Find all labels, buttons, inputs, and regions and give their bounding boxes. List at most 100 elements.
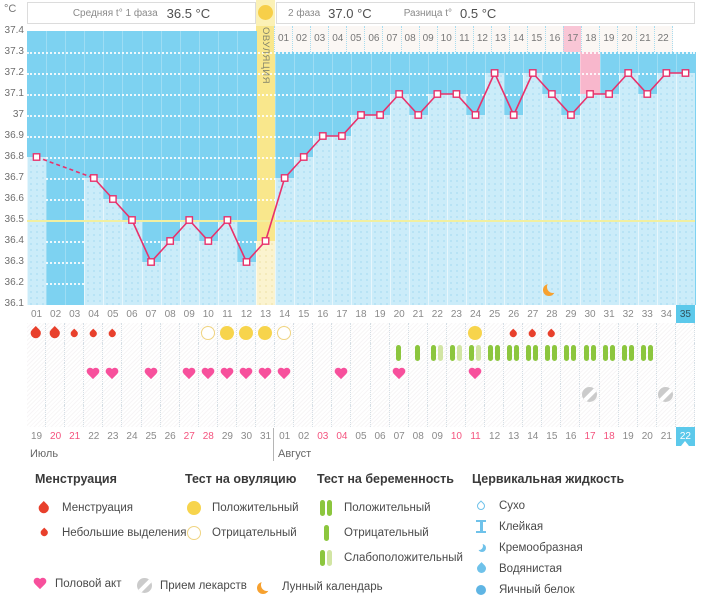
phase2-day-cell[interactable]: 19: [599, 26, 619, 52]
legend-item: Небольшие выделения: [35, 520, 186, 545]
test-bar-icon: [456, 345, 462, 361]
phase2-day-cell[interactable]: 08: [400, 26, 420, 52]
cycle-day-row-cell[interactable]: 31: [600, 305, 619, 323]
cycle-day-row-cell[interactable]: 02: [46, 305, 65, 323]
calendar-date-row-cell[interactable]: 14: [523, 427, 542, 446]
phase2-day-cell[interactable]: 05: [346, 26, 366, 52]
cycle-day-row-cell[interactable]: 25: [485, 305, 504, 323]
phase2-day-cell[interactable]: 02: [292, 26, 312, 52]
calendar-date-row-cell[interactable]: 24: [122, 427, 141, 446]
calendar-date-row-cell[interactable]: 30: [237, 427, 256, 446]
calendar-date-row-cell[interactable]: 07: [390, 427, 409, 446]
cycle-day-row-cell[interactable]: 10: [199, 305, 218, 323]
cycle-day-row-cell[interactable]: 27: [523, 305, 542, 323]
ovulation-test-positive-icon: [258, 326, 273, 340]
calendar-date-row-cell[interactable]: 08: [409, 427, 428, 446]
cycle-day-row-cell[interactable]: 24: [466, 305, 485, 323]
calendar-date-row-cell[interactable]: 12: [485, 427, 504, 446]
calendar-date-row-cell[interactable]: 05: [351, 427, 370, 446]
cycle-day-row-cell[interactable]: 30: [580, 305, 599, 323]
cycle-day-row-cell[interactable]: 09: [180, 305, 199, 323]
calendar-date-row-cell[interactable]: 22: [675, 427, 695, 446]
cycle-day-row-cell[interactable]: 11: [218, 305, 237, 323]
phase2-day-cell[interactable]: 22: [653, 26, 673, 52]
phase2-day-cell[interactable]: 21: [635, 26, 655, 52]
calendar-date-row-cell[interactable]: 15: [542, 427, 561, 446]
calendar-date-row-cell[interactable]: 19: [619, 427, 638, 446]
calendar-date-row-cell[interactable]: 26: [161, 427, 180, 446]
cycle-day-row-cell[interactable]: 04: [84, 305, 103, 323]
calendar-date-row-cell[interactable]: 10: [447, 427, 466, 446]
phase2-day-cell[interactable]: 15: [527, 26, 547, 52]
phase2-day-cell[interactable]: 04: [328, 26, 348, 52]
phase2-day-cell[interactable]: 03: [310, 26, 330, 52]
cycle-day-row-cell[interactable]: 12: [237, 305, 256, 323]
cycle-day-row-cell[interactable]: 07: [142, 305, 161, 323]
cycle-day-row-cell[interactable]: 06: [122, 305, 141, 323]
calendar-date-row-cell[interactable]: 01: [275, 427, 294, 446]
calendar-date-row-cell[interactable]: 27: [180, 427, 199, 446]
calendar-date-row-cell[interactable]: 21: [657, 427, 676, 446]
phase2-day-cell[interactable]: 01: [274, 26, 294, 52]
calendar-date-row-cell[interactable]: 17: [580, 427, 599, 446]
calendar-date-row-cell[interactable]: 16: [561, 427, 580, 446]
phase2-day-cell[interactable]: 16: [545, 26, 565, 52]
cycle-day-row-cell[interactable]: 15: [294, 305, 313, 323]
phase2-day-cell[interactable]: 06: [364, 26, 384, 52]
calendar-date-row-cell[interactable]: 11: [466, 427, 485, 446]
cycle-day-row-cell[interactable]: 05: [103, 305, 122, 323]
cycle-day-row-cell[interactable]: 21: [409, 305, 428, 323]
calendar-date-row-cell[interactable]: 09: [428, 427, 447, 446]
calendar-date-row-cell[interactable]: 25: [142, 427, 161, 446]
calendar-date-row-cell[interactable]: 02: [294, 427, 313, 446]
cycle-day-row-cell[interactable]: 01: [27, 305, 46, 323]
chart-column[interactable]: [46, 31, 67, 305]
calendar-date-row-cell[interactable]: 20: [638, 427, 657, 446]
cycle-day-row-cell[interactable]: 29: [561, 305, 580, 323]
calendar-date-row-cell[interactable]: 28: [199, 427, 218, 446]
cycle-day-row-cell[interactable]: 20: [390, 305, 409, 323]
test-bar-icon: [583, 345, 589, 361]
cycle-day-row-cell[interactable]: 17: [332, 305, 351, 323]
cycle-day-row-cell[interactable]: 34: [657, 305, 676, 323]
chart-column[interactable]: [160, 31, 181, 305]
calendar-date-row-cell[interactable]: 03: [313, 427, 332, 446]
chart-column[interactable]: [236, 31, 258, 305]
phase2-day-cell[interactable]: 18: [581, 26, 601, 52]
phase2-day-cell[interactable]: 13: [490, 26, 511, 52]
chart-column[interactable]: [141, 31, 162, 305]
calendar-date-row-cell[interactable]: 06: [371, 427, 390, 446]
phase2-day-cell[interactable]: 10: [436, 26, 456, 52]
phase2-day-cell[interactable]: 14: [509, 26, 529, 52]
cycle-day-row-cell[interactable]: 19: [371, 305, 390, 323]
cycle-day-row-cell[interactable]: 16: [313, 305, 332, 323]
phase2-day-cell[interactable]: 09: [418, 26, 438, 52]
calendar-date-row-cell[interactable]: 18: [600, 427, 619, 446]
calendar-date-row-cell[interactable]: 04: [332, 427, 351, 446]
calendar-date-row-cell[interactable]: 29: [218, 427, 237, 446]
phase2-day-cell[interactable]: 12: [472, 26, 492, 52]
calendar-date-row-cell[interactable]: 13: [504, 427, 523, 446]
cycle-day-row-cell[interactable]: 14: [275, 305, 294, 323]
cycle-day-row-cell[interactable]: 18: [351, 305, 370, 323]
cycle-day-row-cell[interactable]: 13: [256, 305, 275, 323]
phase2-day-cell[interactable]: 07: [382, 26, 402, 52]
cycle-day-row-cell[interactable]: 22: [428, 305, 447, 323]
phase2-day-cell[interactable]: 17: [563, 26, 583, 52]
phase2-day-cell[interactable]: 11: [454, 26, 474, 52]
cycle-day-row-cell[interactable]: 26: [504, 305, 523, 323]
cycle-day-row-cell[interactable]: 32: [619, 305, 638, 323]
cycle-day-row-cell[interactable]: 33: [638, 305, 657, 323]
calendar-date-row-cell[interactable]: 19: [27, 427, 46, 446]
cycle-day-row-cell[interactable]: 08: [161, 305, 180, 323]
calendar-date-row-cell[interactable]: 23: [103, 427, 122, 446]
cycle-day-row-cell[interactable]: 28: [542, 305, 561, 323]
phase2-day-cell[interactable]: 20: [617, 26, 637, 52]
cycle-day-row-cell[interactable]: 03: [65, 305, 84, 323]
cycle-day-row-cell[interactable]: 35: [675, 305, 695, 323]
calendar-date-row-cell[interactable]: 22: [84, 427, 103, 446]
calendar-date-row-cell[interactable]: 20: [46, 427, 65, 446]
cycle-day-row-cell[interactable]: 23: [447, 305, 466, 323]
calendar-date-row-cell[interactable]: 31: [256, 427, 275, 446]
calendar-date-row-cell[interactable]: 21: [65, 427, 84, 446]
